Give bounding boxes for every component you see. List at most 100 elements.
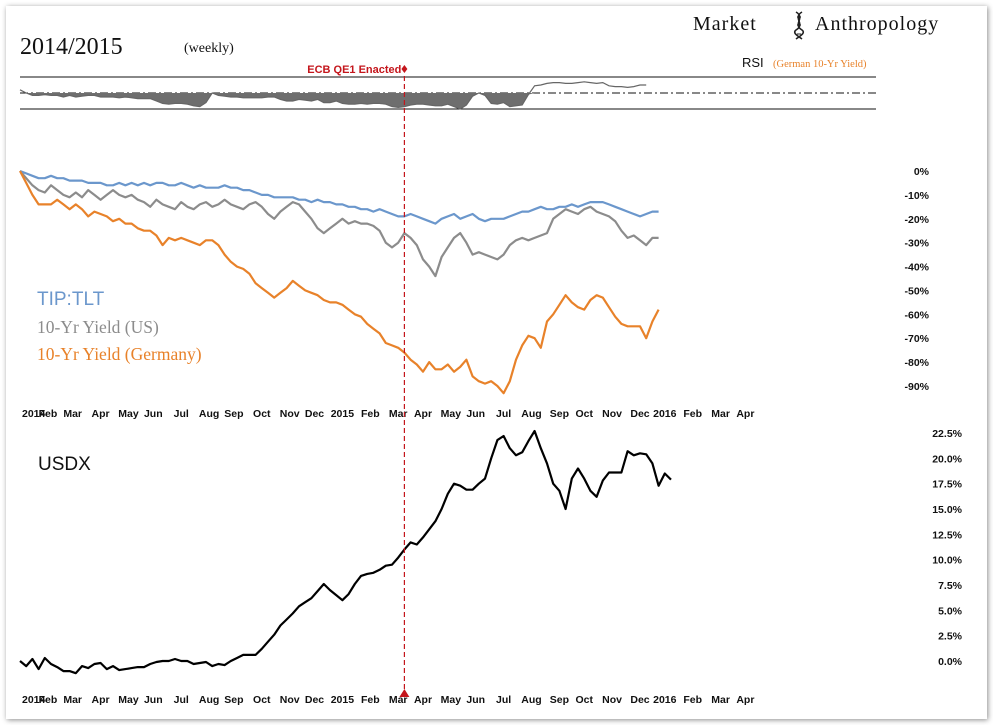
usdx-y-tick-label: 15.0%: [932, 504, 962, 516]
event-arrow-icon: [399, 689, 410, 697]
x-tick-label: Sep: [550, 694, 569, 706]
mid-y-tick-label: -30%: [904, 238, 929, 250]
mid-y-tick-label: -80%: [904, 357, 929, 369]
rsi-label-note: (German 10-Yr Yield): [773, 59, 867, 70]
x-tick-label: Jul: [496, 694, 511, 706]
mid-y-tick-label: -40%: [904, 262, 929, 274]
x-tick-label: Mar: [711, 408, 730, 420]
x-tick-label: Apr: [736, 408, 754, 420]
x-tick-label: Apr: [736, 694, 754, 706]
x-tick-label: Nov: [280, 408, 300, 420]
x-tick-label: Dec: [630, 408, 649, 420]
x-tick-label: Dec: [305, 694, 324, 706]
x-tick-label: May: [441, 408, 462, 420]
x-tick-label: Mar: [63, 408, 82, 420]
x-tick-label: May: [118, 408, 139, 420]
mid-y-tick-label: -20%: [904, 214, 929, 226]
x-tick-label: Mar: [711, 694, 730, 706]
x-tick-label: Jun: [466, 694, 485, 706]
legend-tip-tlt: TIP:TLT: [37, 289, 105, 310]
x-tick-label: 2016: [653, 694, 677, 706]
x-tick-label: Sep: [224, 408, 243, 420]
mid-y-tick-label: -70%: [904, 333, 929, 345]
x-tick-label: Feb: [39, 694, 58, 706]
usdx-label: USDX: [38, 454, 91, 475]
x-tick-label: Aug: [199, 694, 219, 706]
x-tick-label: Oct: [575, 408, 593, 420]
legend-yield-us: 10-Yr Yield (US): [37, 317, 159, 337]
chart-canvas: 2014/2015 (weekly) Market Anthropology R…: [19, 11, 963, 706]
usdx-y-tick-label: 17.5%: [932, 479, 962, 491]
x-tick-label: Apr: [92, 694, 110, 706]
usdx-y-tick-label: 0.0%: [938, 656, 963, 668]
x-tick-label: Dec: [305, 408, 324, 420]
event-marker: ECB QE1 Enacted: [307, 64, 410, 697]
usdx-y-tick-label: 5.0%: [938, 605, 963, 617]
x-tick-label: Jun: [466, 408, 485, 420]
rsi-oversold-fill: [20, 93, 647, 109]
x-tick-label: Dec: [630, 694, 649, 706]
chart-frame: 2014/2015 (weekly) Market Anthropology R…: [6, 6, 987, 719]
x-tick-label: Aug: [521, 694, 541, 706]
series-line-yield-germany: [19, 170, 660, 395]
x-tick-label: Jun: [144, 408, 163, 420]
x-tick-label: 2014: [22, 408, 46, 420]
chart-subtitle: (weekly): [184, 41, 234, 56]
mid-y-tick-label: -10%: [904, 190, 929, 202]
usdx-y-tick-label: 7.5%: [938, 580, 963, 592]
x-tick-label: Feb: [361, 694, 380, 706]
brand-name-left: Market: [693, 13, 757, 35]
usdx-y-tick-label: 10.0%: [932, 555, 962, 567]
series-line-usdx: [19, 429, 672, 675]
x-tick-label: Jul: [174, 694, 189, 706]
usdx-panel: 22.5% 20.0% 17.5% 15.0% 12.5% 10.0% 7.5% 5.0% 2.…: [19, 428, 963, 675]
x-tick-label: Apr: [414, 408, 432, 420]
event-label: ECB QE1 Enacted: [307, 64, 401, 76]
mid-y-tick-label: 0%: [914, 166, 930, 178]
x-tick-label: Aug: [199, 408, 219, 420]
mid-y-tick-label: -90%: [904, 381, 929, 393]
relative-performance-panel: 0% -10% -20% -30% -40% -50% -60% -70% -80% -90% T…: [19, 166, 930, 395]
x-tick-label: May: [118, 694, 139, 706]
x-tick-label: Feb: [361, 408, 380, 420]
x-tick-label: 2014: [22, 694, 46, 706]
event-diamond-icon: [401, 65, 408, 73]
x-tick-label: Jul: [496, 408, 511, 420]
x-tick-label: Apr: [414, 694, 432, 706]
mid-y-axis: 0% -10% -20% -30% -40% -50% -60% -70% -80% -90%: [904, 166, 929, 393]
x-tick-label: Mar: [389, 408, 408, 420]
series-line-yield-us: [19, 170, 659, 278]
usdx-y-axis: 22.5% 20.0% 17.5% 15.0% 12.5% 10.0% 7.5% 5.0% 2.…: [932, 428, 962, 668]
x-tick-label: Nov: [602, 694, 622, 706]
brand-name-right: Anthropology: [815, 13, 939, 35]
x-tick-label: Oct: [253, 694, 271, 706]
x-tick-label: Jun: [144, 694, 163, 706]
x-tick-label: Apr: [92, 408, 110, 420]
x-tick-label: Oct: [253, 408, 271, 420]
usdx-y-tick-label: 22.5%: [932, 428, 962, 440]
dna-helix-icon: [793, 11, 805, 40]
x-tick-label: Mar: [63, 694, 82, 706]
x-tick-label: Aug: [521, 408, 541, 420]
chart-title: 2014/2015: [20, 34, 123, 60]
x-tick-label: 2016: [653, 408, 677, 420]
x-tick-label: Sep: [224, 694, 243, 706]
x-tick-label: Sep: [550, 408, 569, 420]
legend-yield-germany: 10-Yr Yield (Germany): [37, 344, 202, 364]
x-tick-label: Nov: [602, 408, 622, 420]
mid-y-tick-label: -50%: [904, 285, 929, 297]
mid-y-tick-label: -60%: [904, 309, 929, 321]
rsi-line: [19, 81, 647, 110]
x-tick-label: Jul: [174, 408, 189, 420]
usdx-y-tick-label: 2.5%: [938, 631, 963, 643]
series-line-tip-tlt: [19, 169, 659, 225]
x-tick-label: Nov: [280, 694, 300, 706]
x-tick-label: Feb: [683, 408, 702, 420]
rsi-panel: RSI (German 10-Yr Yield): [19, 55, 876, 110]
x-tick-label: Feb: [39, 408, 58, 420]
x-tick-label: Oct: [575, 694, 593, 706]
x-tick-label: Feb: [683, 694, 702, 706]
x-tick-label: May: [441, 694, 462, 706]
usdx-y-tick-label: 20.0%: [932, 453, 962, 465]
